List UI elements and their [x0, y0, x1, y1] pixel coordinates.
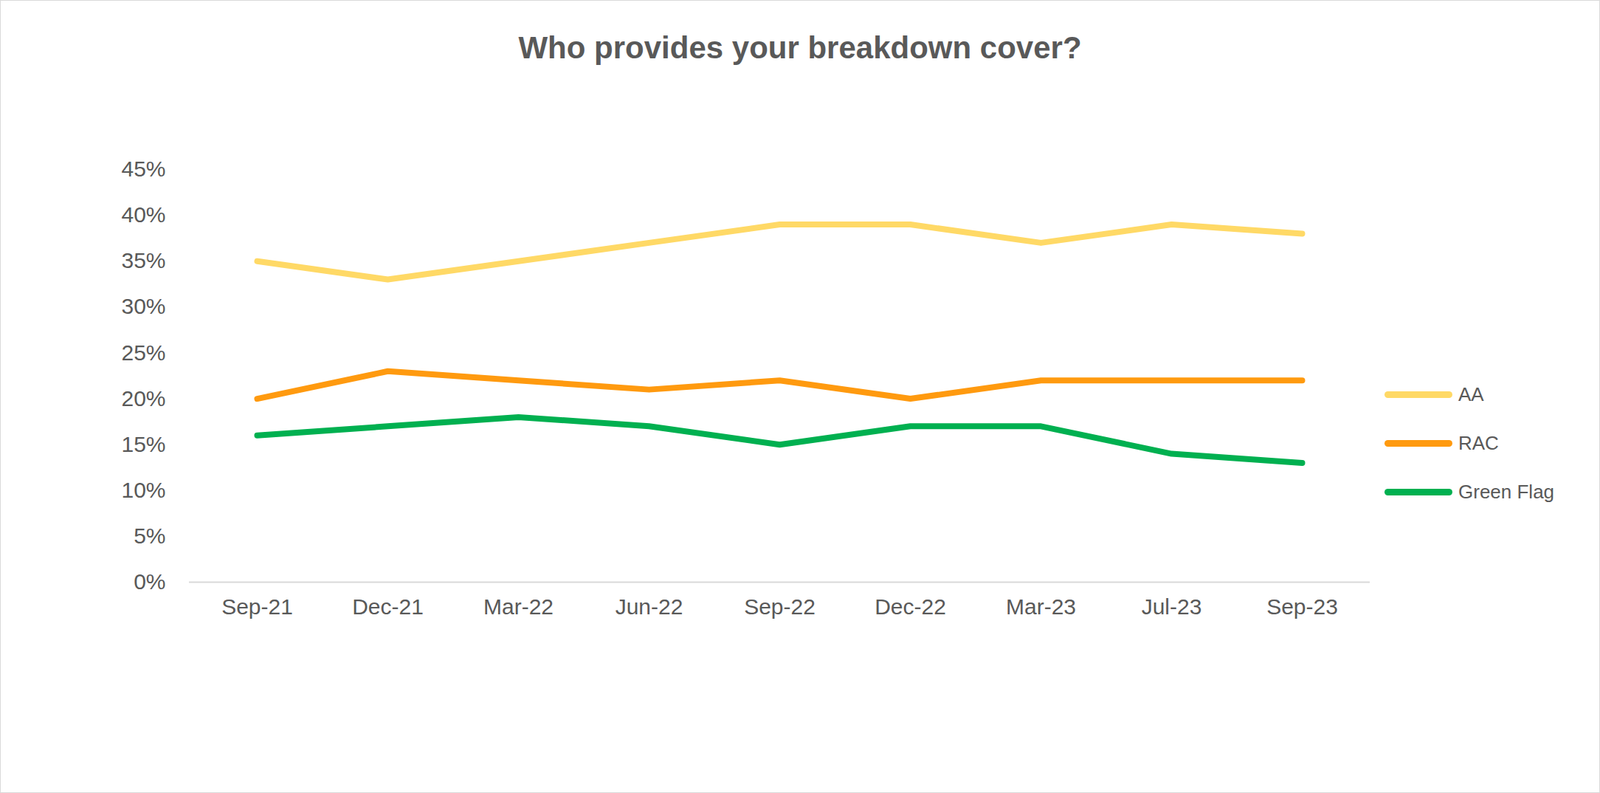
svg-text:35%: 35% — [121, 247, 166, 273]
svg-text:10%: 10% — [121, 477, 166, 502]
svg-text:Mar-22: Mar-22 — [483, 594, 554, 619]
svg-text:Sep-22: Sep-22 — [743, 594, 816, 619]
svg-text:Jun-22: Jun-22 — [615, 594, 684, 619]
svg-text:15%: 15% — [121, 431, 166, 457]
html-text:Green Flag: Green Flag — [1458, 480, 1555, 503]
svg-text:Sep-23: Sep-23 — [1266, 594, 1339, 619]
svg-text:30%: 30% — [121, 293, 166, 319]
svg-text:Dec-21: Dec-21 — [352, 594, 424, 619]
svg-text:5%: 5% — [133, 523, 166, 548]
html-text:AA: AA — [1458, 382, 1484, 405]
html-text:RAC: RAC — [1458, 431, 1499, 454]
svg-text:20%: 20% — [121, 385, 166, 411]
svg-text:Jul-23: Jul-23 — [1141, 594, 1203, 619]
html-text:Who provides your breakdown co: Who provides your breakdown cover? — [518, 30, 1082, 65]
svg-text:0%: 0% — [133, 569, 166, 594]
svg-text:45%: 45% — [121, 156, 166, 181]
svg-text:25%: 25% — [121, 340, 166, 365]
svg-text:40%: 40% — [121, 202, 166, 227]
svg-text:Mar-23: Mar-23 — [1005, 594, 1077, 619]
svg-text:Dec-22: Dec-22 — [874, 594, 947, 619]
svg-text:Sep-21: Sep-21 — [221, 594, 293, 619]
